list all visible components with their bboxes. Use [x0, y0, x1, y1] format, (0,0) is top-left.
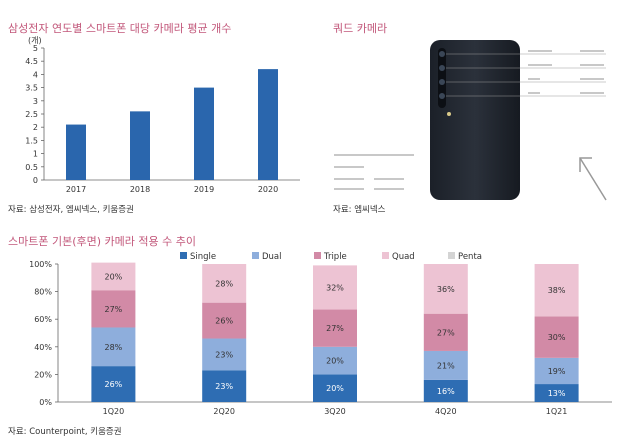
data-label: 20% [326, 384, 344, 393]
y-tick-label: 1.5 [25, 136, 38, 145]
data-label: 13% [548, 389, 566, 398]
data-label: 36% [437, 285, 455, 294]
legend-label-triple: Triple [323, 252, 347, 262]
legend-swatch-quad [382, 252, 389, 259]
x-tick-label: 2019 [194, 185, 214, 194]
bar-2018 [130, 111, 150, 180]
camera-lens-3 [439, 79, 445, 85]
data-label: 21% [437, 361, 455, 370]
data-label: 23% [215, 350, 233, 359]
x-tick-label: 2Q20 [213, 407, 235, 416]
avg-camera-bar-chart: (개) 0 0.5 1 1.5 2 2.5 3 3.5 4 4.5 5 2017 2018 2019 2020 [0, 34, 320, 202]
data-label: 28% [105, 343, 123, 352]
data-label: 30% [548, 333, 566, 342]
camera-flash [447, 112, 451, 116]
x-tick-label: 2020 [258, 185, 278, 194]
y-tick-label: 60% [34, 315, 52, 324]
y-tick-label: 100% [29, 260, 52, 269]
lens-spec-blocks [334, 154, 414, 190]
pointer-arrow-icon [580, 158, 606, 200]
y-tick-label: 5 [33, 44, 38, 53]
y-tick-label: 4 [33, 70, 38, 79]
bar-2020 [258, 69, 278, 180]
y-tick-label: 1 [33, 150, 38, 159]
data-label: 26% [215, 317, 233, 326]
bar-2017 [66, 125, 86, 180]
spec-text-blocks [528, 50, 604, 94]
y-tick-label: 3.5 [25, 84, 38, 93]
quad-camera-phone-image [330, 34, 610, 202]
data-label: 32% [326, 283, 344, 292]
legend-swatch-penta [448, 252, 455, 259]
data-label: 23% [215, 382, 233, 391]
y-tick-label: 20% [34, 370, 52, 379]
camera-lens-1 [439, 51, 445, 57]
legend-swatch-single [180, 252, 187, 259]
y-tick-label: 0 [33, 176, 38, 185]
x-tick-label: 1Q21 [546, 407, 568, 416]
legend-label-penta: Penta [458, 252, 482, 262]
data-label: 27% [105, 305, 123, 314]
camera-adoption-stacked-chart: Single Dual Triple Quad Penta 0% 20% 40% 60% 80% 1… [0, 246, 643, 422]
x-tick-label: 3Q20 [324, 407, 346, 416]
camera-lens-2 [439, 65, 445, 71]
y-tick-label: 0% [39, 398, 52, 407]
data-label: 16% [437, 387, 455, 396]
data-label: 28% [215, 279, 233, 288]
legend-label-quad: Quad [392, 252, 415, 262]
y-tick-label: 0.5 [25, 163, 38, 172]
data-label: 27% [437, 328, 455, 337]
y-tick-label: 40% [34, 343, 52, 352]
bar-2019 [194, 88, 214, 180]
y-tick-label: 80% [34, 288, 52, 297]
avg-camera-chart-source: 자료: 삼성전자, 엠씨넥스, 키움증권 [8, 203, 134, 215]
x-tick-label: 4Q20 [435, 407, 457, 416]
data-label: 27% [326, 324, 344, 333]
legend-label-dual: Dual [262, 252, 282, 262]
data-label: 20% [105, 272, 123, 281]
data-label: 26% [105, 380, 123, 389]
data-label: 38% [548, 286, 566, 295]
quad-camera-source: 자료: 엠씨넥스 [333, 203, 386, 215]
legend-swatch-triple [314, 252, 321, 259]
data-label: 20% [326, 357, 344, 366]
y-tick-label: 2.5 [25, 110, 38, 119]
camera-adoption-chart-source: 자료: Counterpoint, 키움증권 [8, 425, 122, 437]
data-label: 19% [548, 367, 566, 376]
legend-label-single: Single [190, 252, 216, 262]
x-tick-label: 2018 [130, 185, 150, 194]
legend-swatch-dual [252, 252, 259, 259]
y-tick-label: 2 [33, 123, 38, 132]
x-tick-label: 1Q20 [103, 407, 125, 416]
camera-lens-4 [439, 93, 445, 99]
x-tick-label: 2017 [66, 185, 86, 194]
y-tick-label: 4.5 [25, 57, 38, 66]
y-tick-label: 3 [33, 97, 38, 106]
